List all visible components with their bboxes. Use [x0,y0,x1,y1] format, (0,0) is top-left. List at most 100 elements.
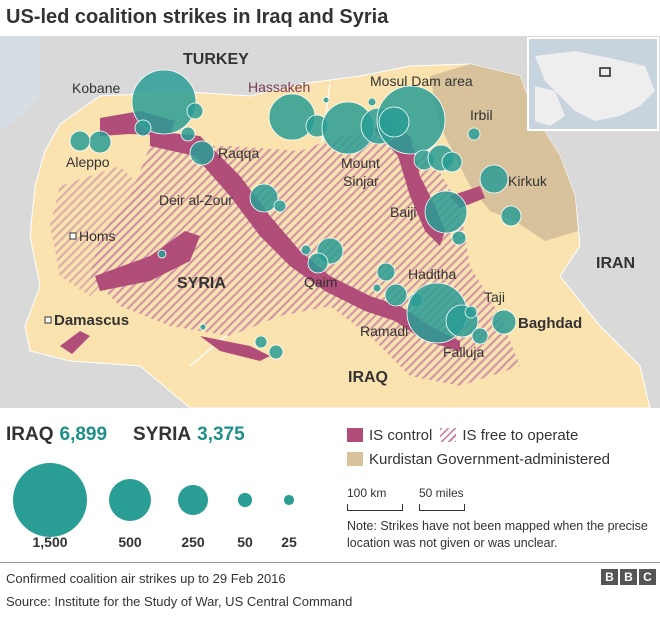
bubble-key-label: 1,500 [32,534,68,550]
is-control-south-syria [60,331,90,354]
is-free-swatch [440,428,457,442]
bubble-key-circle [108,478,152,522]
strike-circle [367,97,377,107]
strike-circle [464,305,478,319]
strike-circle [189,140,215,166]
place-label-taji: Taji [484,289,505,305]
bubble-key-circle [238,493,252,507]
bbc-logo-letter: B [620,569,637,585]
bubble-key-label: 500 [118,534,142,550]
key-row-is: IS control IS free to operate [347,424,657,446]
scale-miles-bar [419,504,465,511]
scale-km-label: 100 km [347,486,387,500]
strike-circle [268,344,284,360]
strike-circle [471,327,489,345]
key-row-kurdistan: Kurdistan Government-administered [347,448,657,470]
strike-circle [157,249,167,259]
scale-km-bar [347,504,403,511]
strike-circle [441,151,463,173]
footer-caption: Confirmed coalition air strikes up to 29… [6,571,286,586]
strike-circle [134,119,152,137]
is-control-label: IS control [369,426,433,444]
strike-circle [131,69,197,135]
place-label-raqqa: Raqqa [218,145,259,161]
place-label-qaim: Qaim [304,274,337,290]
place-label-kirkuk: Kirkuk [508,173,548,189]
place-label-mount: Mount [341,155,380,171]
place-label-kobane: Kobane [72,80,120,96]
bbc-logo: B B C [601,569,656,585]
strike-circle [273,199,287,213]
strike-circle [378,106,410,138]
strike-circle [186,102,204,120]
place-label-baiji: Baiji [390,204,416,220]
strike-circle [249,183,279,213]
strike-circle [300,244,312,256]
strike-map: TURKEY SYRIA IRAQ IRAN Kobane Hassakeh M… [0,36,660,408]
legend-panel: IRAQ 6,899 SYRIA 3,375 1,500 500 250 50 25 IS c… [0,410,660,560]
place-label-ramadi: Ramadi [360,323,408,339]
is-control-euphrates [150,131,460,351]
strike-circle [372,283,382,293]
strike-circle [88,130,112,154]
locator-box [599,67,611,77]
footer: Confirmed coalition air strikes up to 29… [0,562,660,618]
kurdistan-swatch [347,452,363,466]
country-label-syria: SYRIA [177,275,226,292]
is-control-east-syria [200,336,270,361]
strike-totals: IRAQ 6,899 SYRIA 3,375 [6,424,245,446]
place-label-hassakeh: Hassakeh [248,79,310,95]
map-title: US-led coalition strikes in Iraq and Syr… [6,6,389,28]
is-free-label: IS free to operate [462,426,579,444]
syria-total-value: 3,375 [197,424,245,445]
bbc-logo-letter: C [639,569,656,585]
place-label-falluja: Falluja [443,344,484,360]
mapping-note: Note: Strikes have not been mapped when … [347,519,648,550]
country-label-iran: IRAN [596,255,635,272]
place-label-sinjar: Sinjar [343,173,379,189]
syria-total-label: SYRIA [133,424,192,445]
place-label-irbil: Irbil [470,107,493,123]
place-label-deir-al-zour: Deir al-Zour [159,192,233,208]
scale-miles-label: 50 miles [419,486,464,500]
bubble-key-circle [177,484,209,516]
strike-markers [69,69,522,360]
country-label-iraq: IRAQ [348,369,388,386]
iraq-total-value: 6,899 [59,424,108,445]
bubble-key-label: 50 [237,534,253,550]
strike-circle [376,262,396,282]
strike-circle [199,323,207,331]
bubble-size-key: 1,500 500 250 50 25 [0,454,330,554]
place-label-mosul-dam: Mosul Dam area [370,73,473,89]
bubble-key-label: 250 [181,534,205,550]
strike-circle [254,335,268,349]
place-label-baghdad: Baghdad [518,315,582,332]
map-key: IS control IS free to operate Kurdistan … [347,424,657,472]
strike-circle [491,309,517,335]
is-control-swatch [347,428,363,442]
bubble-key-circle [13,463,87,537]
strike-circle [69,130,91,152]
strike-circle [479,164,509,194]
kurdistan-region [430,64,578,241]
country-label-turkey: TURKEY [183,51,249,68]
homs-marker [69,232,77,240]
place-label-damascus: Damascus [54,312,129,329]
kurdistan-label: Kurdistan Government-administered [369,450,610,468]
bbc-logo-letter: B [601,569,618,585]
strike-circle [500,205,522,227]
place-label-aleppo: Aleppo [66,154,110,170]
place-label-haditha: Haditha [408,266,456,282]
strike-circle [307,252,329,274]
place-label-homs: Homs [79,228,116,244]
strike-circle [451,230,467,246]
is-control-central-syria [95,231,200,291]
iraq-total-label: IRAQ [6,424,54,445]
locator-inset [527,37,659,131]
footer-source: Source: Institute for the Study of War, … [6,594,353,609]
strike-circle [424,190,468,234]
strike-circle [180,126,196,142]
strike-circle [322,96,330,104]
bubble-key-circle [284,495,294,505]
is-free-zone-west [50,166,150,296]
